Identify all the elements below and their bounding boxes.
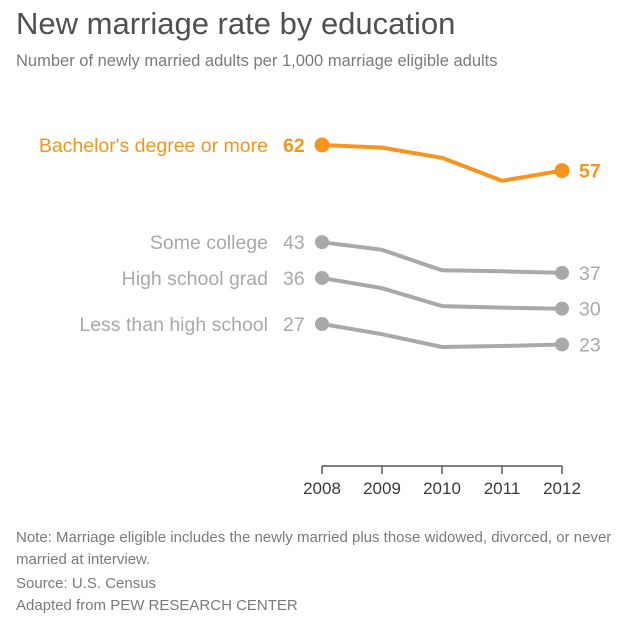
end-value-less-than-high-school: 23 (579, 334, 601, 356)
series-line-high-school-grad (320, 276, 564, 311)
series-name-bachelor-s-degree-or-more: Bachelor's degree or more (39, 135, 268, 157)
series-line-less-than-high-school (320, 322, 564, 349)
series-some-college: Some college 43 37 (150, 232, 601, 285)
chart-subtitle: Number of newly married adults per 1,000… (16, 52, 498, 70)
x-tick-label-2010: 2010 (423, 479, 461, 498)
end-value-high-school-grad: 30 (579, 299, 601, 321)
end-point-high-school-grad (555, 301, 569, 316)
x-tick-label-2011: 2011 (484, 479, 521, 498)
source-text: Source: U.S. Census (16, 575, 157, 592)
start-point-less-than-high-school (315, 317, 329, 331)
start-value-some-college: 43 (283, 232, 305, 254)
x-tick-label-2009: 2009 (363, 479, 401, 498)
end-value-some-college: 37 (579, 263, 601, 285)
start-point-high-school-grad (315, 270, 329, 285)
start-value-bachelor-s-degree-or-more: 62 (283, 135, 305, 157)
note-text: Note: Marriage eligible includes the new… (16, 529, 612, 568)
chart-title: New marriage rate by education (16, 6, 456, 41)
series-name-less-than-high-school: Less than high school (79, 314, 268, 336)
series-line-some-college (320, 240, 564, 275)
end-value-bachelor-s-degree-or-more: 57 (579, 161, 601, 183)
start-value-less-than-high-school: 27 (283, 314, 305, 336)
x-axis: 2008 2009 2010 2011 2012 (303, 465, 581, 498)
end-point-bachelor-s-degree-or-more (554, 163, 570, 179)
end-point-less-than-high-school (555, 337, 569, 352)
start-point-bachelor-s-degree-or-more (314, 137, 330, 153)
series-bachelor-s-degree-or-more: Bachelor's degree or more 62 57 (39, 135, 601, 183)
footnotes: Note: Marriage eligible includes the new… (16, 527, 621, 617)
series-less-than-high-school: Less than high school 27 23 (79, 314, 600, 356)
end-point-some-college (555, 265, 569, 280)
series-high-school-grad: High school grad 36 30 (122, 268, 601, 321)
series-name-high-school-grad: High school grad (122, 268, 268, 290)
series-line-bachelor-s-degree-or-more (320, 143, 564, 183)
credit-text: Adapted from PEW RESEARCH CENTER (16, 597, 298, 614)
x-tick-label-2008: 2008 (303, 479, 341, 498)
x-tick-label-2012: 2012 (543, 479, 581, 498)
start-point-some-college (315, 235, 329, 250)
start-value-high-school-grad: 36 (283, 268, 305, 290)
series-name-some-college: Some college (150, 232, 268, 254)
